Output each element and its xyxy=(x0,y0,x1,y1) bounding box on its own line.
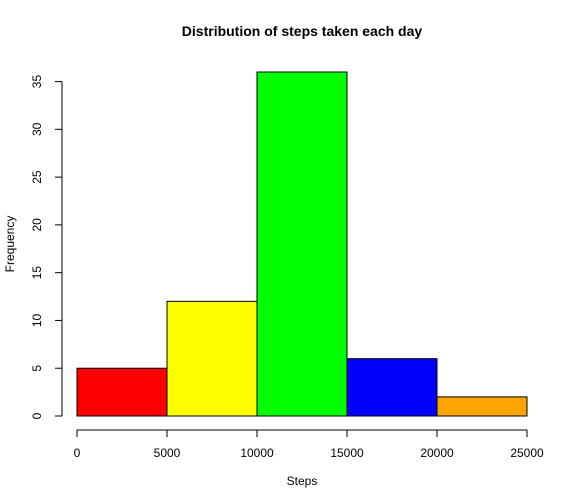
y-tick-label: 5 xyxy=(30,365,44,372)
y-axis: 0 5 10 15 20 25 30 35 xyxy=(30,75,63,419)
x-tick-label: 15000 xyxy=(330,446,364,460)
bar-20000-25000 xyxy=(436,396,528,417)
bars-group xyxy=(76,71,528,417)
y-tick-label: 0 xyxy=(30,412,44,419)
bar-10000-15000 xyxy=(256,71,348,417)
x-axis: 0 5000 10000 15000 20000 25000 xyxy=(74,429,544,460)
y-tick-label: 10 xyxy=(30,313,44,327)
y-tick-label: 15 xyxy=(30,266,44,280)
bar-15000-20000 xyxy=(346,358,438,417)
y-tick-label: 35 xyxy=(30,75,44,89)
x-tick-label: 0 xyxy=(74,446,81,460)
y-axis-label: Frequency xyxy=(3,216,17,273)
x-tick-label: 10000 xyxy=(240,446,274,460)
y-tick-label: 25 xyxy=(30,170,44,184)
y-tick-label: 30 xyxy=(30,122,44,136)
bar-0-5000 xyxy=(76,367,168,417)
x-tick-label: 20000 xyxy=(420,446,454,460)
y-tick-label: 20 xyxy=(30,218,44,232)
x-tick-label: 5000 xyxy=(154,446,181,460)
x-tick-label: 25000 xyxy=(510,446,544,460)
chart-title: Distribution of steps taken each day xyxy=(182,23,423,39)
x-axis-label: Steps xyxy=(287,474,318,488)
bar-5000-10000 xyxy=(166,300,258,417)
